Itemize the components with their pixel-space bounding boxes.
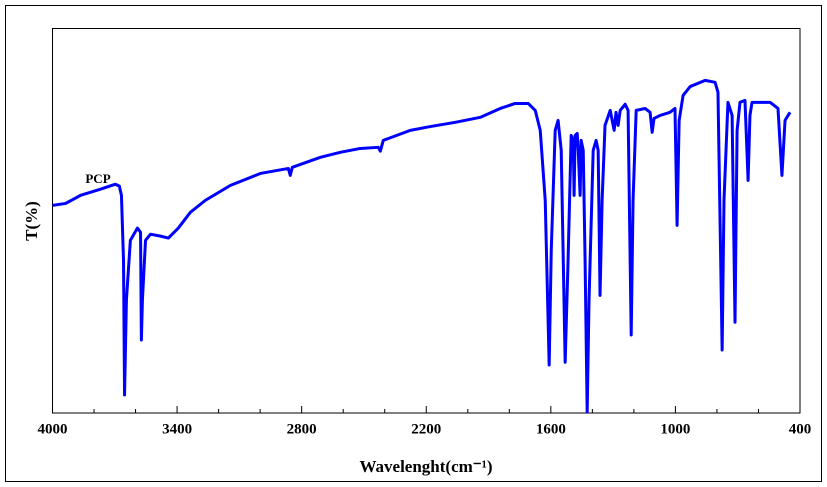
plot-area (52, 28, 801, 414)
x-tick-label: 4000 (38, 421, 68, 437)
x-tick-label: 2800 (287, 421, 317, 437)
y-axis-label: T(%) (22, 201, 41, 241)
annotation: PCP (85, 171, 110, 186)
x-tick-label: 3400 (162, 421, 192, 437)
x-axis-label: Wavelenght(cm⁻¹) (359, 457, 492, 476)
x-tick-label: 1600 (536, 421, 566, 437)
spectrum-line (52, 78, 792, 414)
x-tick-label: 400 (789, 421, 812, 437)
x-tick-label: 1000 (660, 421, 690, 437)
x-tick-label: 2200 (411, 421, 441, 437)
frame (5, 5, 822, 482)
